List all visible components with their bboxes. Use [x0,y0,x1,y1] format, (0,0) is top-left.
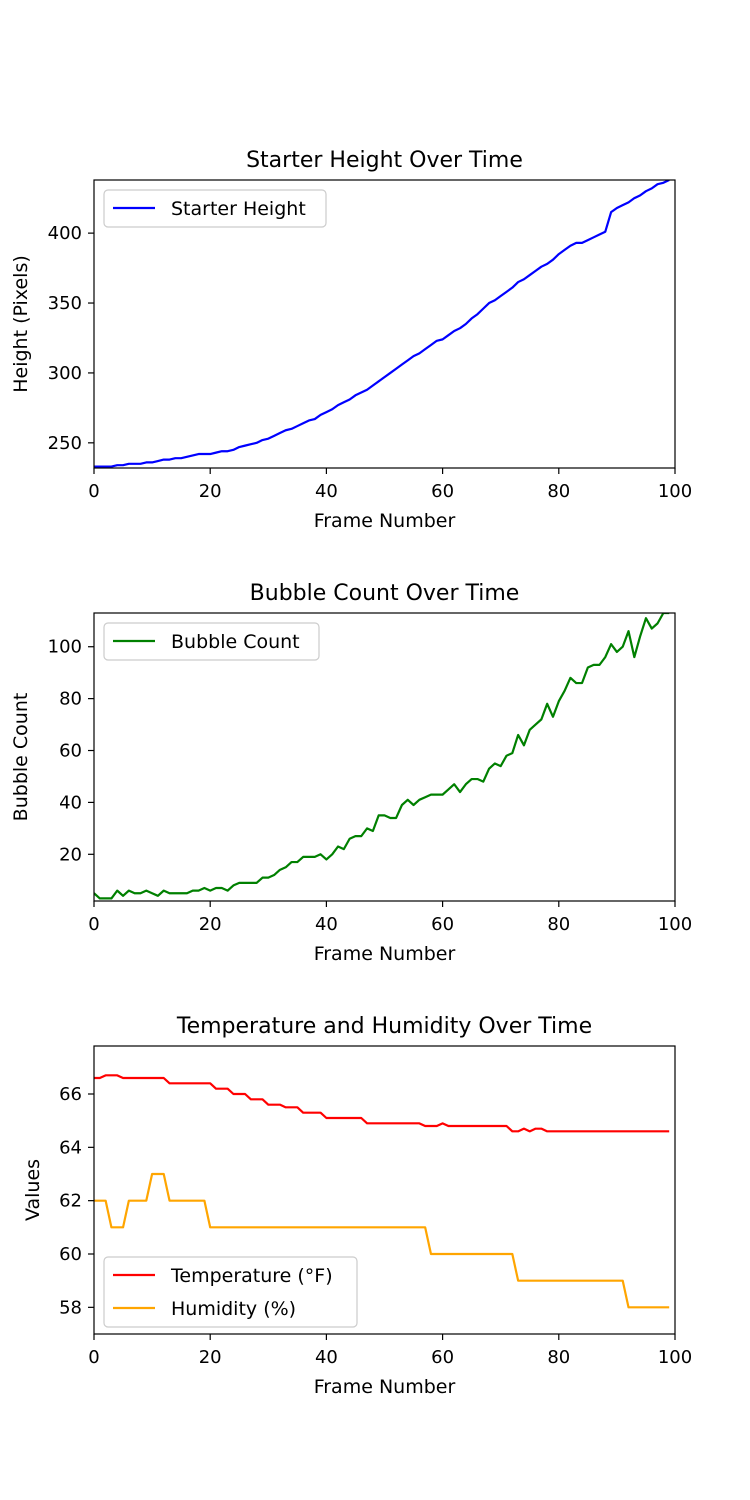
x-tick-label: 0 [88,1347,99,1368]
y-axis-label: Values [22,1159,44,1221]
chart-3: Temperature and Humidity Over Time 0 20 40 6… [22,1014,692,1398]
legend-box [103,189,327,228]
chart-2: Bubble Count Over Time 0 20 40 60 80 100 20 40 60… [10,581,692,965]
y-tick-label: 20 [59,844,82,865]
x-tick-label: 80 [547,1347,570,1368]
legend-label-1: Starter Height [171,198,306,220]
x-tick-label: 20 [199,1347,222,1368]
y-tick-label: 66 [59,1084,82,1105]
plot-frame [93,612,676,902]
x-tick-label: 80 [547,914,570,935]
y-tick-label: 80 [59,689,82,710]
y-tick-label: 62 [59,1191,82,1212]
y-tick-label: 60 [59,1244,82,1265]
x-tick-label: 0 [88,914,99,935]
plot-frame [93,179,676,469]
y-tick-label: 40 [59,792,82,813]
x-tick-label: 100 [658,1347,692,1368]
legend-label-1: Bubble Count [171,631,300,653]
y-tick-label: 100 [48,637,82,658]
series-line-2 [94,1172,670,1309]
series-line-1 [94,1074,670,1133]
legend: Bubble Count [103,622,320,661]
chart-title: Starter Height Over Time [246,148,523,173]
y-tick-label: 300 [48,363,82,384]
x-tick-label: 40 [315,481,338,502]
chart-title: Bubble Count Over Time [250,581,520,606]
x-tick-label: 100 [658,914,692,935]
legend-box [103,622,320,661]
y-tick-label: 58 [59,1297,82,1318]
legend-box [103,1256,358,1328]
y-axis-label: Height (Pixels) [10,255,32,393]
x-tick-label: 0 [88,481,99,502]
series-line-1 [94,613,670,900]
y-tick-label: 64 [59,1137,82,1158]
x-tick-label: 40 [315,914,338,935]
y-tick-label: 400 [48,223,82,244]
legend: Temperature (°F) Humidity (%) [103,1256,358,1328]
chart-1: Starter Height Over Time 0 20 40 60 80 100 250 3… [10,148,692,532]
y-tick-label: 60 [59,741,82,762]
x-tick-label: 40 [315,1347,338,1368]
legend: Starter Height [103,189,327,228]
y-tick-label: 350 [48,293,82,314]
x-tick-label: 20 [199,914,222,935]
x-tick-label: 60 [431,914,454,935]
y-axis-label: Bubble Count [10,693,32,822]
series-line-1 [94,180,670,468]
x-tick-label: 60 [431,1347,454,1368]
x-axis-label: Frame Number [314,1376,456,1398]
legend-label-2: Humidity (%) [171,1298,296,1320]
x-tick-label: 80 [547,481,570,502]
x-tick-label: 20 [199,481,222,502]
x-tick-label: 60 [431,481,454,502]
x-tick-label: 100 [658,481,692,502]
plot-frame [93,1045,676,1335]
legend-label-1: Temperature (°F) [170,1265,333,1287]
y-tick-label: 250 [48,433,82,454]
x-axis-label: Frame Number [314,943,456,965]
x-axis-label: Frame Number [314,510,456,532]
chart-title: Temperature and Humidity Over Time [176,1014,592,1039]
